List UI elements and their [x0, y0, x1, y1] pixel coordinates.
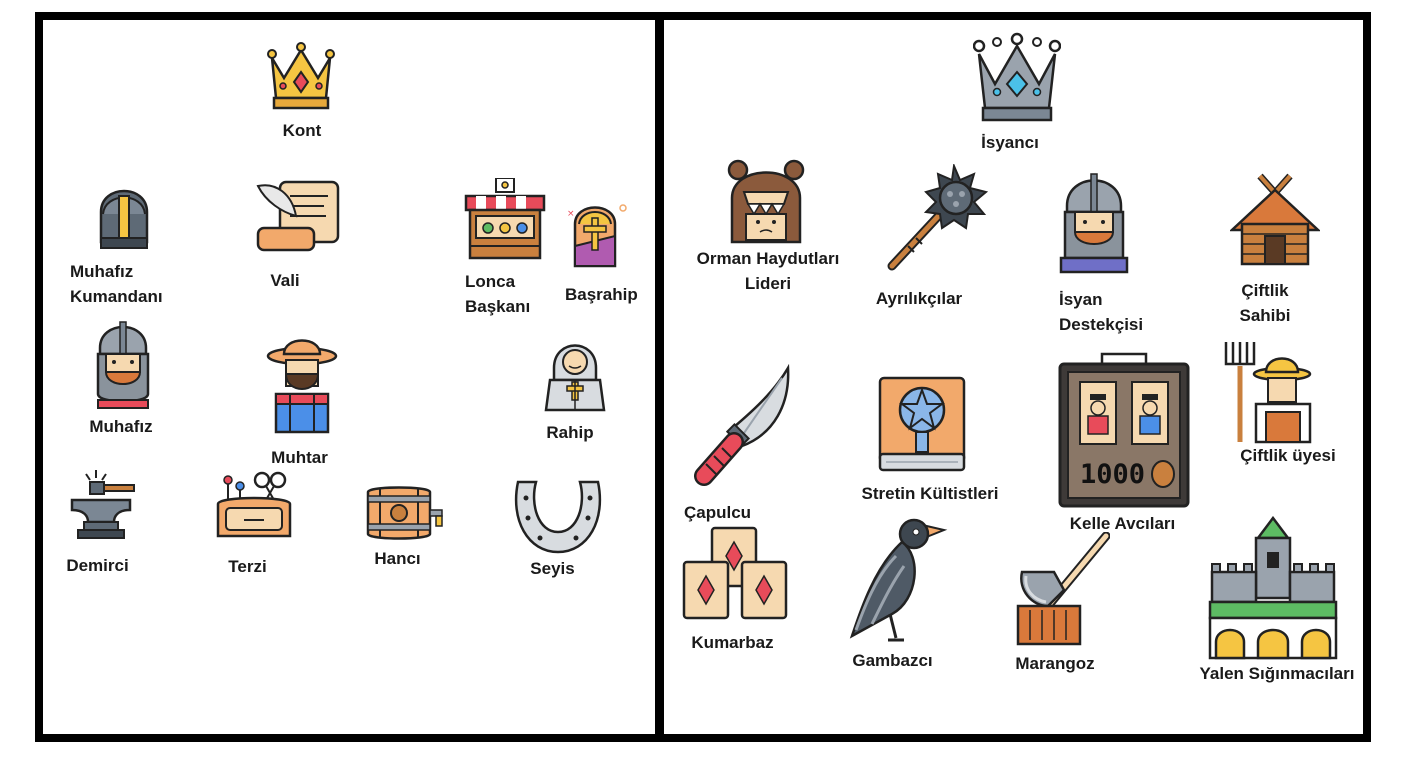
label-terzi: Terzi	[228, 557, 267, 576]
label-vali: Vali	[270, 271, 300, 290]
anvil-hammer-icon	[70, 470, 135, 539]
label-capulcu: Çapulcu	[683, 503, 752, 522]
label-demirci: Demirci	[66, 556, 129, 575]
label-yalen-siginmacilari: Yalen Sığınmacıları	[1199, 664, 1355, 683]
pentagram-book-icon	[878, 376, 966, 472]
barrel-icon	[366, 486, 443, 540]
label-muhtar: Muhtar	[271, 448, 328, 467]
playing-cards-icon	[682, 526, 788, 620]
label-muhafiz: Muhafız	[89, 417, 153, 436]
label-ciftlik-uyesi: Çiftlik üyesi	[1240, 446, 1336, 465]
farmer-hat-icon	[266, 339, 338, 434]
bearded-guard-icon	[96, 321, 150, 409]
silver-crown-icon	[973, 32, 1061, 122]
bear-hood-icon	[727, 159, 805, 244]
label-kont: Kont	[282, 121, 322, 140]
knight-helmet-icon	[99, 189, 149, 249]
axe-stump-icon	[1016, 532, 1110, 646]
label-kelle-avcilari: Kelle Avcıları	[1069, 514, 1176, 533]
panel-divider	[655, 12, 664, 742]
wanted-board-icon: 1000	[1058, 352, 1190, 508]
market-stall-icon	[464, 178, 546, 260]
label-gambazci: Gambazcı	[852, 651, 933, 670]
hooded-monk-icon	[544, 344, 606, 412]
label-marangoz: Marangoz	[1015, 654, 1095, 673]
morning-star-mace-icon	[887, 164, 988, 271]
farmer-pitchfork-icon	[1224, 342, 1312, 444]
label-hanci: Hancı	[374, 549, 421, 568]
label-seyis: Seyis	[530, 559, 575, 578]
label-lonca-baskani: Lonca Başkanı	[465, 272, 531, 316]
castle-icon	[1208, 516, 1338, 660]
wooden-house-icon	[1230, 173, 1320, 266]
svg-text:×: ×	[567, 209, 575, 219]
label-orman-haydutlari-lideri: Orman Haydutları Lideri	[696, 249, 840, 293]
scroll-quill-icon	[256, 180, 340, 252]
crow-icon	[849, 518, 948, 642]
label-basrahip: Başrahip	[565, 285, 638, 304]
stained-glass-window-icon: ×	[567, 204, 627, 268]
bounty-amount: 1000	[1080, 459, 1145, 490]
horseshoe-icon	[514, 480, 602, 554]
label-kumarbaz: Kumarbaz	[691, 633, 774, 652]
label-stretin-kultistleri: Stretin Kültistleri	[861, 484, 999, 503]
sewing-kit-icon	[216, 471, 292, 538]
label-ciftlik-sahibi: Çiftlik Sahibi	[1239, 281, 1291, 325]
gold-crown-icon	[267, 42, 335, 110]
label-muhafiz-kumandani: Muhafız Kumandanı	[70, 262, 163, 306]
label-rahip: Rahip	[546, 423, 594, 442]
chainmail-guard-icon	[1059, 173, 1129, 274]
label-isyanci: İsyancı	[981, 133, 1039, 152]
label-ayrilikcilar: Ayrılıkçılar	[875, 289, 963, 308]
knife-icon	[694, 364, 790, 486]
label-isyan-destekcisi: İsyan Destekçisi	[1059, 290, 1144, 334]
